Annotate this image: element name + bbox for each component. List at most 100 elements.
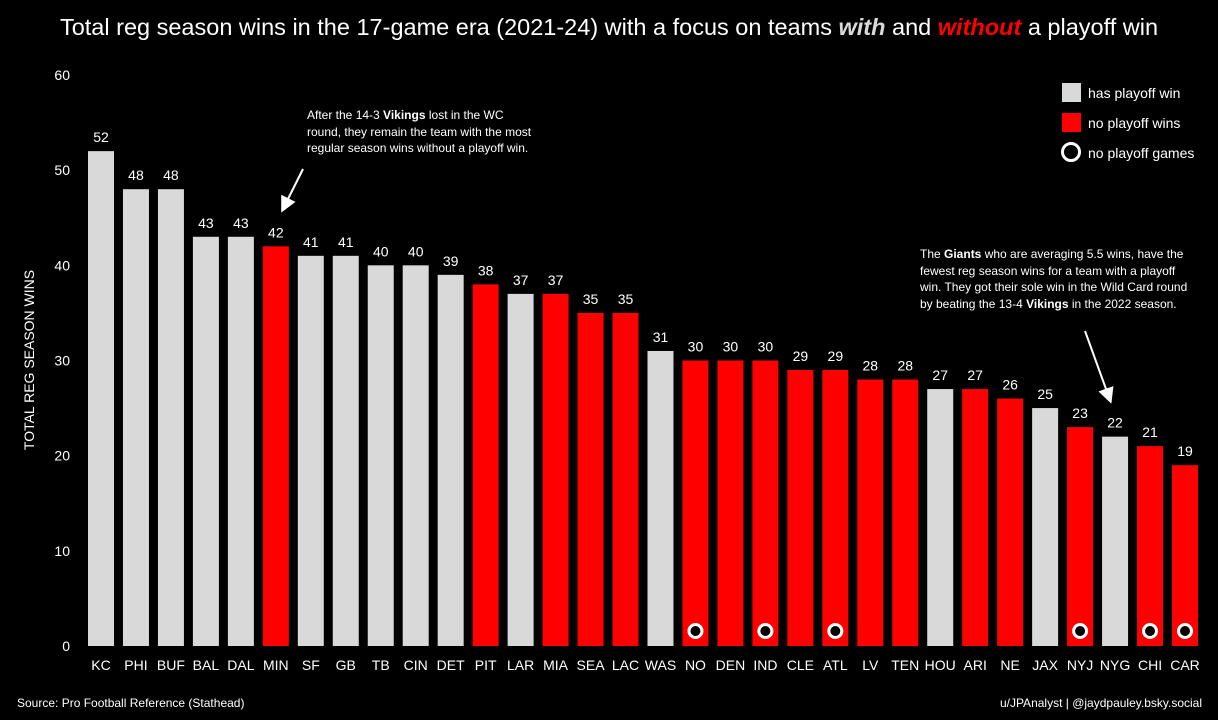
x-tick-label: JAX xyxy=(1032,657,1058,673)
x-tick-label: NE xyxy=(1000,657,1019,673)
x-tick-label: CHI xyxy=(1138,657,1162,673)
bar-nyj xyxy=(1067,427,1094,646)
x-tick-label: NO xyxy=(685,657,706,673)
legend-label: has playoff win xyxy=(1088,85,1180,101)
x-tick-label: LV xyxy=(862,657,879,673)
x-tick-label: TEN xyxy=(891,657,919,673)
data-label: 22 xyxy=(1107,415,1123,431)
bar-sf xyxy=(297,255,324,647)
data-label: 28 xyxy=(863,358,879,374)
x-tick-label: PHI xyxy=(124,657,147,673)
bar-car xyxy=(1172,465,1198,646)
no-playoff-games-marker xyxy=(1072,623,1089,639)
legend-swatch-no-wins xyxy=(1062,113,1081,132)
bar-was xyxy=(647,350,674,646)
data-label: 26 xyxy=(1002,377,1018,393)
bar-gb xyxy=(332,255,359,647)
x-tick-label: MIN xyxy=(263,657,289,673)
y-tick-label: 50 xyxy=(54,162,70,178)
bar-kc xyxy=(88,151,114,646)
no-playoff-games-marker xyxy=(687,623,704,639)
x-tick-label: TB xyxy=(372,657,390,673)
data-label: 40 xyxy=(373,243,389,259)
x-tick-label: BAL xyxy=(193,657,220,673)
data-label: 23 xyxy=(1072,405,1088,421)
data-label: 40 xyxy=(408,243,424,259)
x-tick-label: HOU xyxy=(925,657,956,673)
x-tick-label: ARI xyxy=(964,657,987,673)
x-tick-label: CIN xyxy=(404,657,428,673)
y-axis-label: TOTAL REG SEASON WINS xyxy=(21,270,37,450)
bar-ind xyxy=(752,360,779,646)
credit-note: u/JPAnalyst | @jaydpauley.bsky.social xyxy=(999,696,1202,710)
bar-lac xyxy=(612,312,639,646)
data-label: 21 xyxy=(1142,424,1158,440)
bar-tb xyxy=(367,265,394,646)
data-label: 39 xyxy=(443,253,459,269)
data-label: 27 xyxy=(932,367,948,383)
y-tick-label: 40 xyxy=(54,257,70,273)
x-tick-label: LAC xyxy=(612,657,639,673)
data-label: 41 xyxy=(338,234,354,250)
x-tick-label: BUF xyxy=(157,657,185,673)
x-tick-label: LAR xyxy=(507,657,534,673)
data-label: 30 xyxy=(688,339,704,355)
bar-jax xyxy=(1032,408,1059,646)
bar-chi xyxy=(1137,446,1164,646)
data-label: 48 xyxy=(128,167,144,183)
bar-dal xyxy=(227,236,254,647)
data-label: 43 xyxy=(233,215,249,231)
bar-no xyxy=(682,360,709,646)
y-tick-label: 60 xyxy=(54,67,70,83)
data-label: 37 xyxy=(513,272,529,288)
data-label: 25 xyxy=(1037,386,1053,402)
bar-hou xyxy=(927,389,954,646)
no-playoff-games-marker xyxy=(1177,623,1193,639)
x-tick-label: NYG xyxy=(1100,657,1130,673)
x-tick-label: PIT xyxy=(475,657,497,673)
x-tick-label: CAR xyxy=(1170,657,1200,673)
bar-den xyxy=(717,360,744,646)
data-label: 48 xyxy=(163,167,179,183)
data-label: 31 xyxy=(653,329,669,345)
bar-cin xyxy=(402,265,429,646)
x-tick-label: SEA xyxy=(577,657,606,673)
data-label: 42 xyxy=(268,224,284,240)
x-tick-label: DAL xyxy=(227,657,254,673)
no-playoff-games-marker xyxy=(1142,623,1159,639)
bar-cle xyxy=(787,370,814,646)
source-note: Source: Pro Football Reference (Stathead… xyxy=(17,696,245,710)
data-label: 35 xyxy=(583,291,599,307)
legend-marker-no-games xyxy=(1061,142,1081,162)
x-tick-label: GB xyxy=(336,657,356,673)
bar-phi xyxy=(122,189,149,646)
data-label: 37 xyxy=(548,272,564,288)
x-tick-label: KC xyxy=(91,657,110,673)
bar-det xyxy=(437,274,464,646)
no-playoff-games-marker xyxy=(827,623,844,639)
bar-pit xyxy=(472,284,499,646)
giants-annotation: The Giants who are averaging 5.5 wins, h… xyxy=(920,247,1188,311)
data-label: 52 xyxy=(93,129,109,145)
x-tick-label: DEN xyxy=(716,657,746,673)
vikings-arrow xyxy=(281,168,304,213)
legend-label: no playoff games xyxy=(1088,145,1194,161)
no-playoff-games-marker xyxy=(757,623,774,639)
legend-swatch-has-win xyxy=(1062,83,1081,102)
data-label: 27 xyxy=(967,367,983,383)
bar-buf xyxy=(157,189,184,646)
giants-arrow xyxy=(1084,330,1114,404)
data-label: 29 xyxy=(793,348,809,364)
bar-nyg xyxy=(1102,436,1129,646)
data-label: 30 xyxy=(758,339,774,355)
bar-ten xyxy=(892,379,919,646)
bar-bal xyxy=(192,236,219,647)
bar-min xyxy=(262,246,289,647)
x-tick-label: MIA xyxy=(543,657,569,673)
y-tick-label: 0 xyxy=(62,638,70,654)
x-tick-label: DET xyxy=(437,657,465,673)
x-tick-label: NYJ xyxy=(1067,657,1093,673)
data-label: 29 xyxy=(828,348,844,364)
bar-ne xyxy=(997,398,1024,646)
